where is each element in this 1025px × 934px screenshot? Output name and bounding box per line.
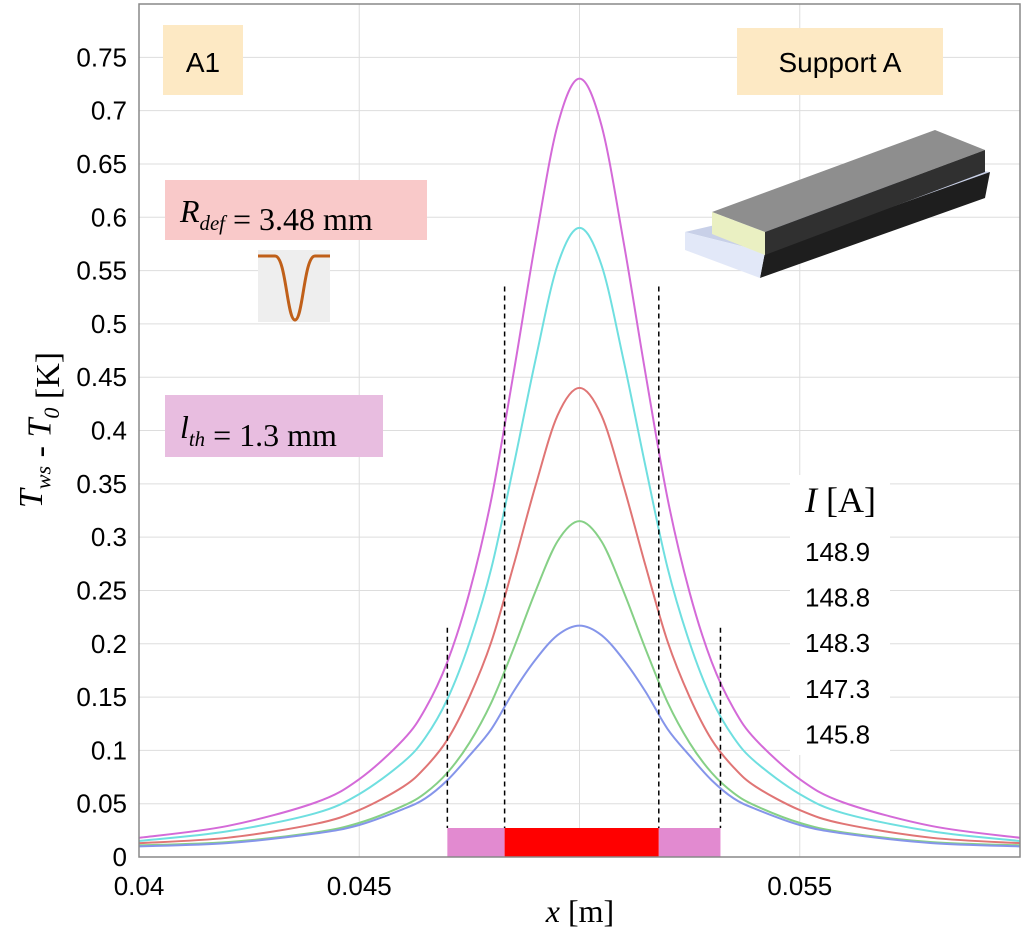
- legend-entry: 148.8: [805, 583, 870, 613]
- support-illustration: [685, 130, 990, 278]
- defect-icon-bg: [258, 250, 330, 322]
- slab-front: [760, 172, 990, 278]
- legend-title-italic: I: [804, 480, 819, 520]
- thickness-label-italic: l: [180, 409, 189, 445]
- y-tick-label: 0.05: [76, 789, 127, 819]
- thickness-label-sub: th: [189, 428, 205, 451]
- y-tick-label: 0: [113, 842, 127, 872]
- radius-label-text: = 3.48 mm: [225, 201, 373, 237]
- support-label: Support A: [779, 47, 902, 78]
- overlay-layer: A1 Support A 0 0.05 0.1 0.15 0.2 0.25 0.3 0.35 0…: [13, 25, 990, 929]
- radius-label: Rdef = 3.48 mm: [179, 193, 373, 237]
- y-tick-label: 0.1: [91, 735, 127, 765]
- x-tick-label: 0.04: [114, 871, 165, 901]
- y-tick-label: 0.55: [76, 256, 127, 286]
- thickness-label: lth = 1.3 mm: [180, 409, 337, 453]
- plot-frame: [138, 3, 1021, 858]
- line-series: [138, 624, 1021, 848]
- y-tick-label: 0.6: [91, 202, 127, 232]
- legend-entry: 148.9: [805, 537, 870, 567]
- slab-end: [685, 232, 765, 278]
- y-tick-label: 0.3: [91, 522, 127, 552]
- region: [504, 828, 659, 857]
- radius-label-sub: def: [200, 212, 229, 235]
- y-tick-label: 0.5: [91, 309, 127, 339]
- line-series: [138, 226, 1021, 843]
- block-top: [712, 130, 985, 232]
- radius-box: [165, 180, 427, 240]
- y-axis-label-sub: 0: [39, 408, 64, 419]
- y-tick-label: 0.25: [76, 575, 127, 605]
- line-series: [138, 77, 1021, 839]
- legend-title-text: [A]: [817, 480, 876, 520]
- x-tick-label: 0.045: [327, 871, 392, 901]
- block-front: [765, 150, 985, 255]
- line-series: [138, 520, 1021, 847]
- region: [447, 828, 505, 857]
- defect-icon: [258, 254, 330, 322]
- y-tick-label: 0.4: [91, 416, 127, 446]
- x-axis-label-text: [m]: [560, 893, 614, 929]
- y-axis-label-italic: T: [13, 487, 50, 508]
- support-box: [737, 28, 943, 95]
- y-tick-label: 0.75: [76, 42, 127, 72]
- y-tick-label: 0.15: [76, 682, 127, 712]
- y-axis-label: Tws - T0 [K]: [13, 352, 67, 508]
- y-axis-label-text: -: [22, 438, 59, 466]
- thickness-box: [165, 395, 383, 457]
- block-end: [712, 212, 765, 255]
- y-tick-label: 0.35: [76, 469, 127, 499]
- y-tick-label: 0.7: [91, 96, 127, 126]
- y-axis-label-sub: ws: [31, 466, 56, 489]
- legend-entry: 145.8: [805, 719, 870, 749]
- legend-bg: [790, 475, 890, 755]
- thickness-label-text: = 1.3 mm: [205, 417, 337, 453]
- x-tick-label: 0.055: [767, 871, 832, 901]
- y-axis-label-text: [K]: [30, 352, 67, 408]
- line-series: [138, 386, 1021, 845]
- legend-title: I [A]: [804, 480, 876, 520]
- y-tick-label: 0.65: [76, 149, 127, 179]
- legend-entry: 147.3: [805, 674, 870, 704]
- x-axis-label-italic: x: [545, 893, 560, 929]
- marks-layer: [138, 77, 1021, 857]
- x-axis-label: x [m]: [545, 893, 614, 929]
- region: [658, 828, 721, 857]
- legend-entry: 148.3: [805, 628, 870, 658]
- y-axis-label-italic: T: [22, 417, 59, 438]
- y-tick-label: 0.2: [91, 629, 127, 659]
- y-tick-label: 0.45: [76, 362, 127, 392]
- radius-label-italic: R: [179, 193, 200, 229]
- panel-label: A1: [186, 47, 220, 78]
- panel-box: [163, 25, 243, 95]
